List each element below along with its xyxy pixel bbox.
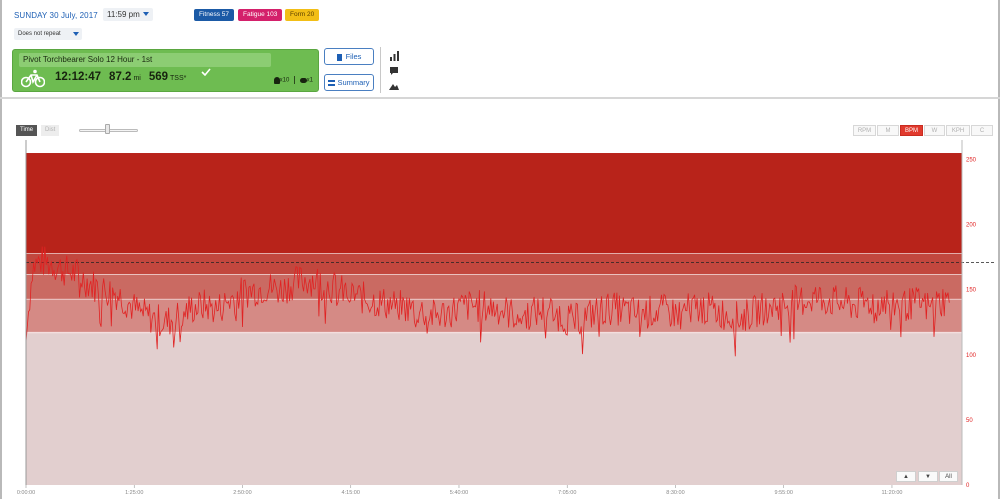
x-tick-label: 7:05:00 xyxy=(558,490,576,496)
x-tick-label: 0:00:00 xyxy=(17,490,35,496)
y-tick-label: 100 xyxy=(966,353,977,359)
time-select[interactable]: 11:59 pm xyxy=(103,8,153,21)
hr-zone-band-3 xyxy=(26,274,962,299)
heart-rate-chart[interactable]: 0 50 100 150 200 250 0:00:00 1:25:00 2:50:00 4:15… xyxy=(0,140,1000,499)
meta-divider xyxy=(293,76,295,84)
time-chevron-down-icon[interactable] xyxy=(143,12,149,16)
metric-c-button[interactable]: C xyxy=(971,125,993,136)
hr-zone-band-5 xyxy=(26,153,962,254)
zoom-in-button[interactable]: ▲ xyxy=(896,471,916,482)
x-tick-label: 11:20:00 xyxy=(881,490,902,496)
hr-zone-band-4 xyxy=(26,253,962,275)
fitness-badge: Fitness 57 xyxy=(194,9,234,21)
heart-rate-series-line xyxy=(25,246,950,357)
workout-stats: 12:12:47 87.2 mi 569 TSS* xyxy=(55,71,186,83)
y-tick-label: 0 xyxy=(966,483,970,489)
comment-bubble-icon[interactable] xyxy=(388,66,400,76)
metric-rpm-button[interactable]: RPM xyxy=(853,125,876,136)
summary-label: Summary xyxy=(337,78,370,87)
x-tick-label: 5:40:00 xyxy=(450,490,468,496)
repeat-value: Does not repeat xyxy=(18,31,61,37)
workout-date[interactable]: SUNDAY 30 July, 2017 xyxy=(14,11,98,20)
fatigue-badge: Fatigue 103 xyxy=(238,9,283,21)
check-icon xyxy=(201,68,211,76)
header-separator xyxy=(0,97,1000,99)
summary-button[interactable]: Summary xyxy=(324,74,374,91)
files-button[interactable]: Files xyxy=(324,48,374,65)
y-tick-label: 50 xyxy=(966,418,973,424)
workout-distance: 87.2 xyxy=(109,71,132,83)
x-tick-label: 9:55:00 xyxy=(775,490,793,496)
hr-zone-band-1 xyxy=(26,332,962,485)
form-badge: Form 20 xyxy=(285,9,320,21)
x-tick-label: 4:15:00 xyxy=(342,490,360,496)
bar-chart-icon[interactable] xyxy=(388,51,400,61)
zoom-all-button[interactable]: All xyxy=(939,471,958,482)
bike-icon xyxy=(21,69,45,88)
x-tick-label: 8:30:00 xyxy=(666,490,684,496)
metric-bpm-button[interactable]: BPM xyxy=(900,125,923,136)
y-tick-label: 200 xyxy=(966,223,977,229)
x-tick-label: 1:25:00 xyxy=(125,490,143,496)
card-meta: x10 x1 xyxy=(273,76,313,84)
repeat-chevron-down-icon[interactable] xyxy=(73,32,79,36)
workout-tss: 569 xyxy=(148,71,169,83)
like-icon xyxy=(273,76,280,84)
elevation-icon[interactable] xyxy=(388,81,400,91)
zoom-out-button[interactable]: ▼ xyxy=(918,471,938,482)
metric-m-button[interactable]: M xyxy=(877,125,899,136)
files-label: Files xyxy=(345,52,362,61)
header-divider xyxy=(380,47,381,93)
metric-w-button[interactable]: W xyxy=(924,125,945,136)
distance-unit: mi xyxy=(133,75,141,82)
tss-unit: TSS* xyxy=(170,75,187,82)
zoom-slider-handle[interactable] xyxy=(105,124,110,134)
y-tick-label: 150 xyxy=(966,288,977,294)
workout-card[interactable]: Pivot Torchbearer Solo 12 Hour - 1st 12:… xyxy=(12,49,319,92)
comment-icon xyxy=(299,77,307,83)
dist-toggle[interactable]: Dist xyxy=(41,125,60,136)
repeat-select[interactable]: Does not repeat xyxy=(14,28,82,40)
x-tick-label: 2:50:00 xyxy=(233,490,251,496)
list-icon xyxy=(328,80,336,87)
file-icon xyxy=(336,53,342,61)
workout-title[interactable]: Pivot Torchbearer Solo 12 Hour - 1st xyxy=(19,53,271,67)
likes-count: x10 xyxy=(279,77,290,84)
time-value: 11:59 pm xyxy=(107,10,140,19)
workout-duration: 12:12:47 xyxy=(55,71,102,83)
y-tick-label: 250 xyxy=(966,158,977,164)
time-toggle[interactable]: Time xyxy=(16,125,38,136)
comments-count: x1 xyxy=(306,77,313,84)
metric-kph-button[interactable]: KPH xyxy=(946,125,970,136)
